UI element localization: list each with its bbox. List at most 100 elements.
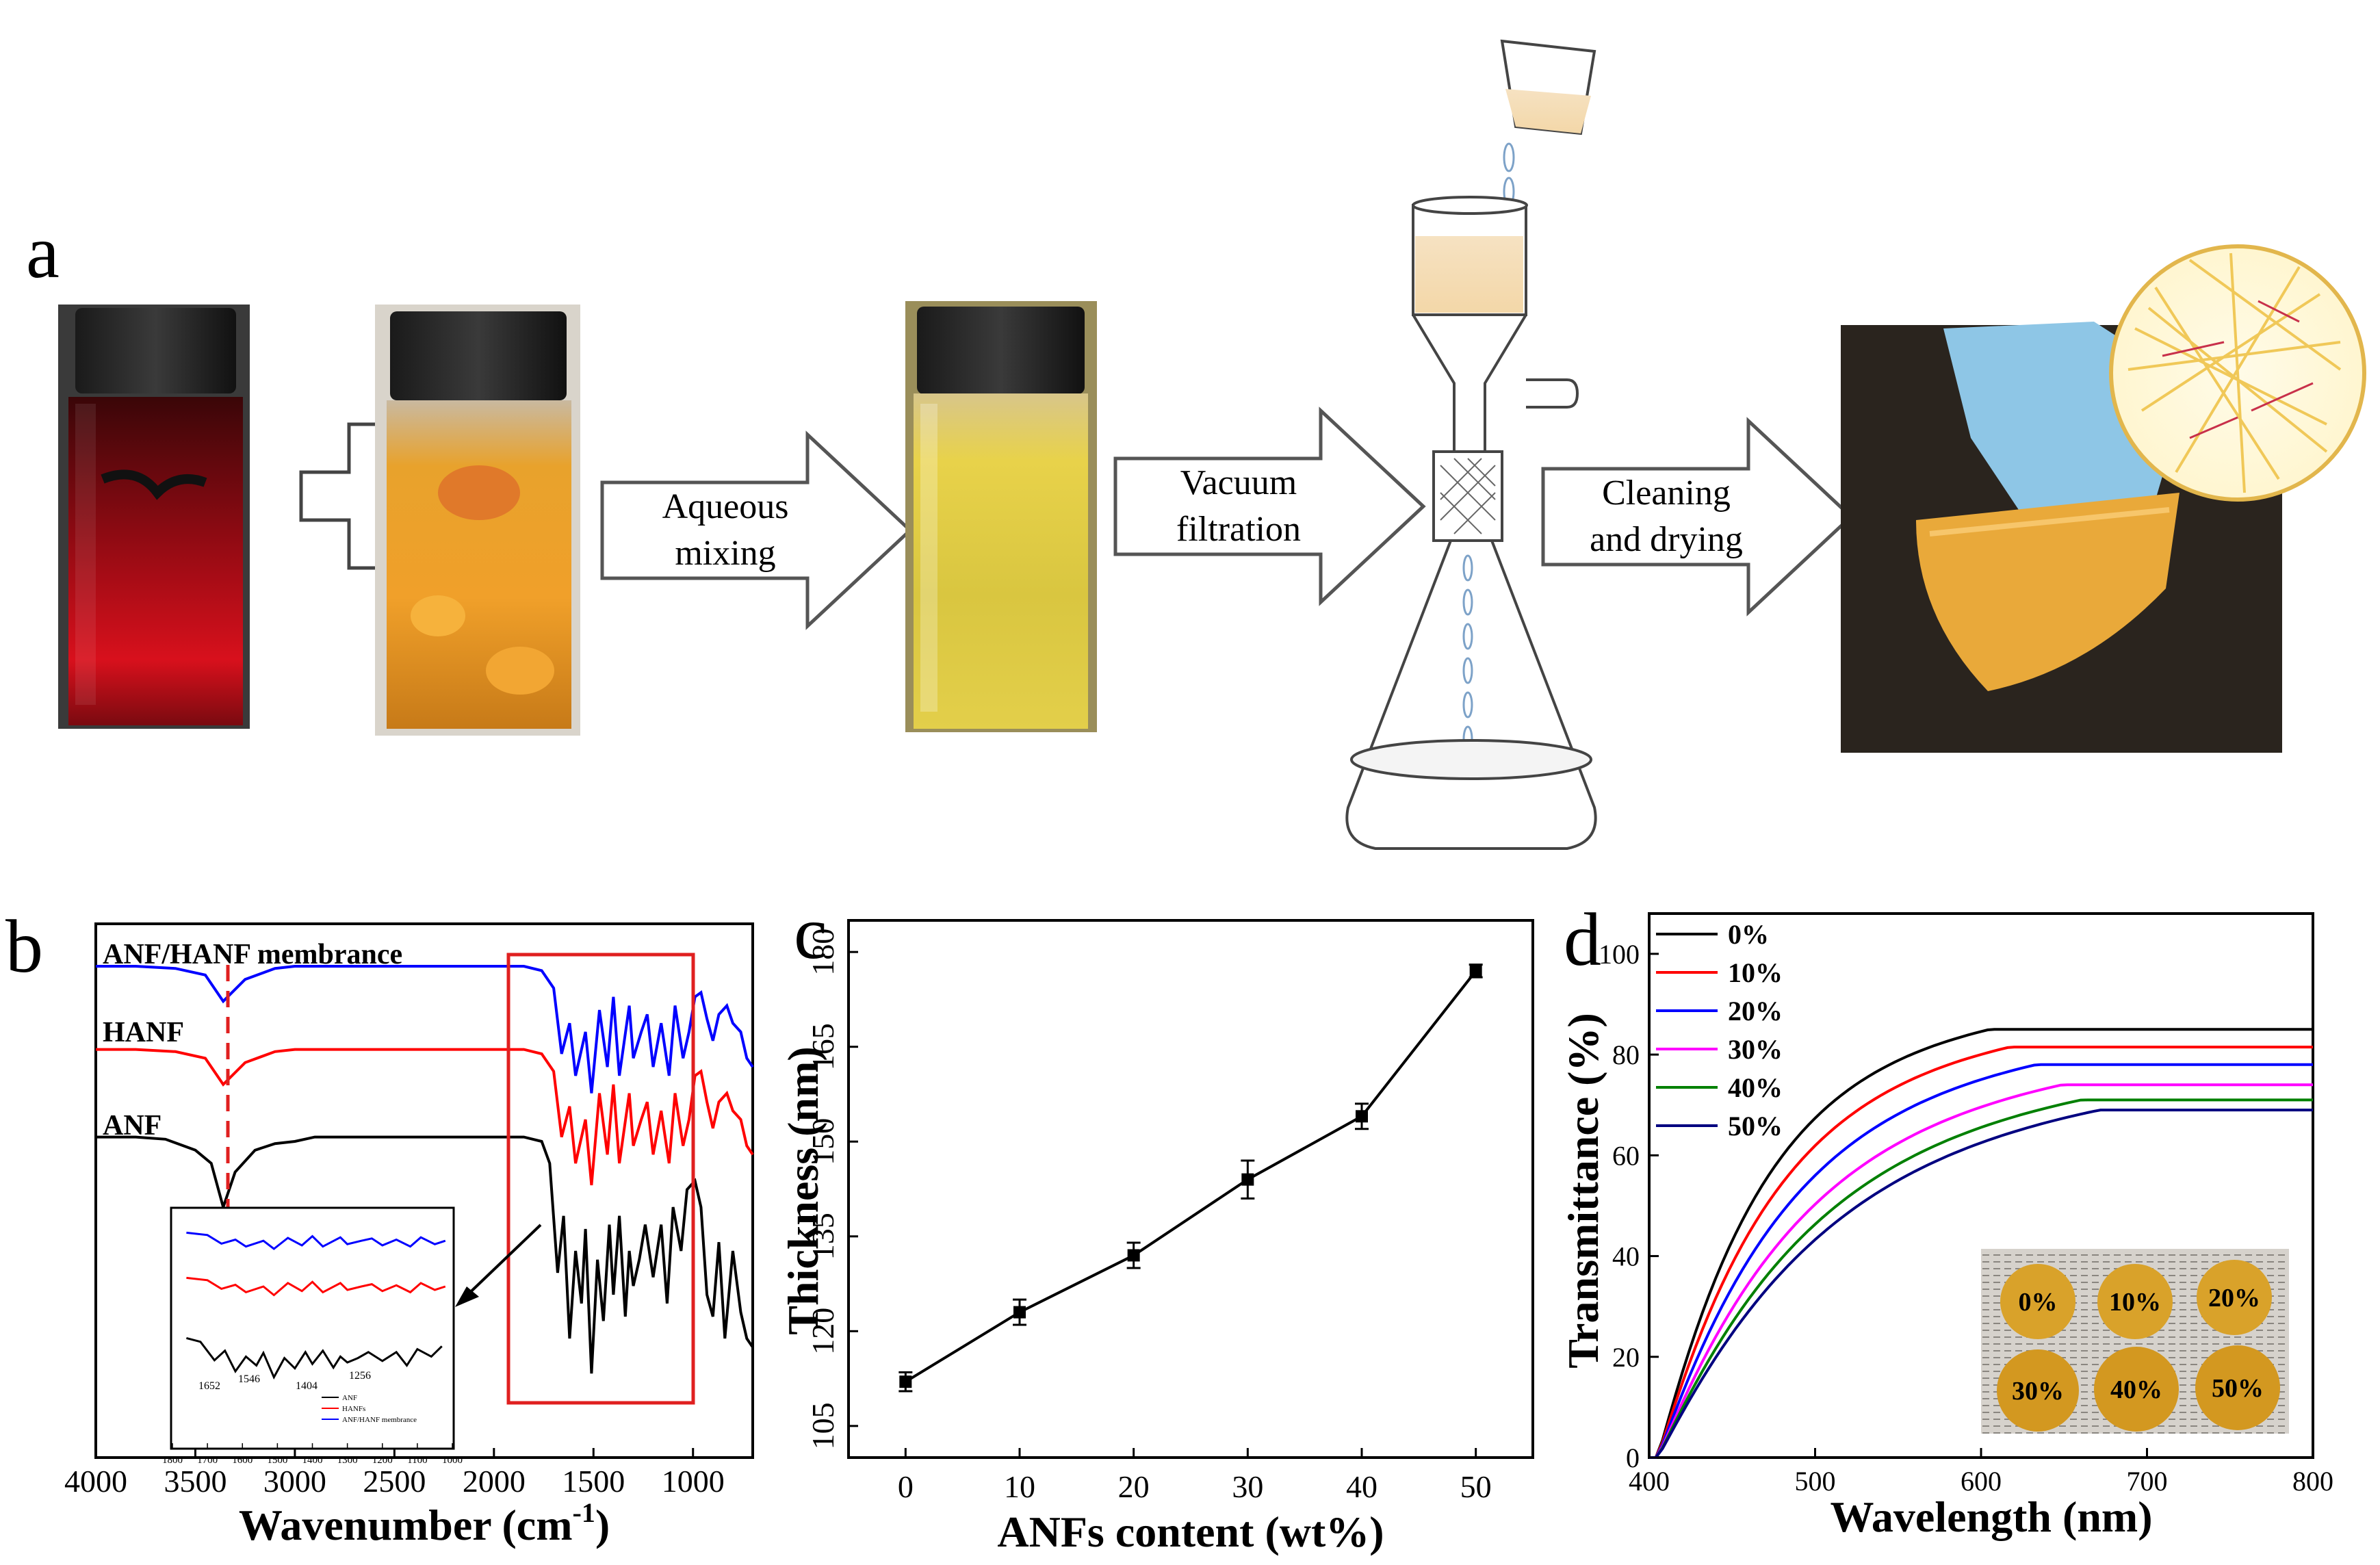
membrane-photo <box>1841 322 2282 753</box>
data-point-20 <box>1127 1249 1140 1262</box>
y-axis-title-d: Transmittance (%) <box>1559 1013 1607 1369</box>
inset-peak-1652: 1652 <box>198 1380 220 1392</box>
fiber-magnified-circle <box>2109 244 2366 502</box>
x-tick-label-c-20: 20 <box>1118 1469 1150 1504</box>
panel-b: b ANF/HANF membrance HANF ANF 1652 1546 … <box>5 905 754 1549</box>
transmittance-line-1 <box>1649 1046 2313 1459</box>
series-label-hanf: HANF <box>103 1017 184 1048</box>
transmittance-line-4 <box>1649 1098 2313 1459</box>
y-tick-label-c-135: 135 <box>805 1213 840 1260</box>
y-tick-label-c-180: 180 <box>805 929 840 976</box>
plot-frame-b <box>94 922 754 1459</box>
series-line-2 <box>96 1135 754 1374</box>
arrow-label-filtration: filtration <box>1176 510 1301 549</box>
x-tick-label-3000: 3000 <box>263 1464 326 1499</box>
inset-arrow <box>461 1224 542 1302</box>
arrow-cleaning-drying: Cleaning and drying <box>1541 417 1854 617</box>
inset-legend-anf: ANF <box>342 1394 357 1402</box>
x-axis-title-d: Wavelength (nm) <box>1830 1492 2152 1541</box>
panel-label-c: c <box>794 891 827 974</box>
vial-yellow-solution <box>905 301 1097 732</box>
inset-series-line-1 <box>186 1276 446 1297</box>
inset-sample-20: 20% <box>2208 1284 2260 1312</box>
inset-tick-label-1700: 1700 <box>197 1455 218 1466</box>
arrow-vacuum-filtration: Vacuum filtration <box>1113 406 1426 606</box>
plot-frame-c <box>847 919 1534 1459</box>
y-tick-label-d-60: 60 <box>1612 1140 1640 1171</box>
x-tick-label-c-40: 40 <box>1346 1469 1377 1504</box>
inset-legend-hanf: HANFs <box>342 1405 365 1413</box>
arrow-label-aqueous: Aqueous <box>662 487 789 526</box>
x-tick-label-1500: 1500 <box>562 1464 625 1499</box>
x-tick-label-2000: 2000 <box>463 1464 526 1499</box>
inset-sample-40: 40% <box>2110 1375 2162 1404</box>
inset-tick-label-1100: 1100 <box>407 1455 427 1466</box>
inset-sample-0: 0% <box>2019 1288 2058 1317</box>
data-point-40 <box>1356 1110 1368 1123</box>
legend-label-0: 0% <box>1728 919 1769 950</box>
panel-label-d: d <box>1564 898 1601 981</box>
inset-tick-label-1400: 1400 <box>302 1455 323 1466</box>
x-tick-label-d-400: 400 <box>1629 1466 1670 1497</box>
y-tick-label-c-150: 150 <box>805 1118 840 1165</box>
x-axis-title-c: ANFs content (wt%) <box>997 1508 1384 1556</box>
x-tick-label-2500: 2500 <box>363 1464 426 1499</box>
inset-arrow-head <box>455 1286 479 1307</box>
inset-sample-30: 30% <box>2012 1377 2064 1406</box>
y-tick-label-c-105: 105 <box>805 1402 840 1449</box>
inset-legend-membrane: ANF/HANF membrance <box>342 1416 417 1424</box>
legend-label-4: 40% <box>1728 1072 1783 1103</box>
inset-series-line-0 <box>186 1231 446 1250</box>
panel-d: d 0% 10% 20% 30% 40% 50% 400 500 600 700 800 0 20 40 6… <box>1559 898 2333 1541</box>
inset-sample-10: 10% <box>2109 1288 2161 1317</box>
inset-sample-50: 50% <box>2212 1374 2264 1403</box>
arrow-label-vacuum: Vacuum <box>1180 463 1297 502</box>
x-tick-label-3500: 3500 <box>164 1464 227 1499</box>
panel-label-a: a <box>26 210 60 294</box>
panel-label-b: b <box>5 905 43 988</box>
filtration-apparatus <box>1345 39 1597 850</box>
arrow-label-cleaning: Cleaning <box>1602 474 1731 513</box>
thickness-line <box>905 970 1477 1383</box>
legend-label-1: 10% <box>1728 957 1783 988</box>
y-tick-label-d-40: 40 <box>1612 1241 1640 1272</box>
inset-tick-label-1500: 1500 <box>267 1455 287 1466</box>
inset-tick-label-1800: 1800 <box>162 1455 183 1466</box>
x-axis-title-b: Wavenumber (cm-1) <box>239 1497 610 1549</box>
series-line-1 <box>96 1048 754 1186</box>
droplets-bottom <box>1462 554 1473 753</box>
x-tick-label-c-10: 10 <box>1004 1469 1035 1504</box>
y-axis-title-c: Thickness (nm) <box>779 1046 827 1334</box>
series-label-anf: ANF <box>103 1110 161 1141</box>
inset-tick-label-1000: 1000 <box>442 1455 463 1466</box>
legend-label-3: 30% <box>1728 1034 1783 1065</box>
data-point-30 <box>1241 1173 1254 1186</box>
highlight-box <box>506 953 695 1405</box>
inset-tick-label-1600: 1600 <box>232 1455 253 1466</box>
x-tick-label-d-500: 500 <box>1795 1466 1836 1497</box>
arrow-label-mixing: mixing <box>675 534 775 573</box>
x-tick-label-c-0: 0 <box>898 1469 914 1504</box>
vial-red-solution <box>58 305 250 729</box>
y-tick-label-d-80: 80 <box>1612 1039 1640 1070</box>
transmittance-line-5 <box>1649 1109 2313 1459</box>
x-tick-label-1000: 1000 <box>662 1464 725 1499</box>
vial-orange-gel <box>375 305 580 736</box>
x-tick-label-d-700: 700 <box>2127 1466 2168 1497</box>
inset-peak-1404: 1404 <box>296 1380 318 1392</box>
inset-tick-label-1300: 1300 <box>337 1455 358 1466</box>
data-point-10 <box>1013 1306 1026 1319</box>
x-tick-label-c-30: 30 <box>1232 1469 1263 1504</box>
y-tick-label-c-120: 120 <box>805 1308 840 1355</box>
inset-series-line-2 <box>186 1336 443 1380</box>
legend-label-5: 50% <box>1728 1111 1783 1141</box>
samples-inset-photo: 0% 10% 20% 30% 40% 50% <box>1981 1249 2289 1434</box>
transmittance-line-0 <box>1649 1028 2313 1459</box>
series-line-0 <box>96 965 754 1094</box>
panel-a: a Aqueous mixing <box>26 39 2366 850</box>
inset-peak-1256: 1256 <box>349 1370 371 1382</box>
x-tick-label-d-800: 800 <box>2292 1466 2333 1497</box>
series-label-membrane: ANF/HANF membrance <box>103 939 402 970</box>
data-point-0 <box>899 1375 912 1388</box>
